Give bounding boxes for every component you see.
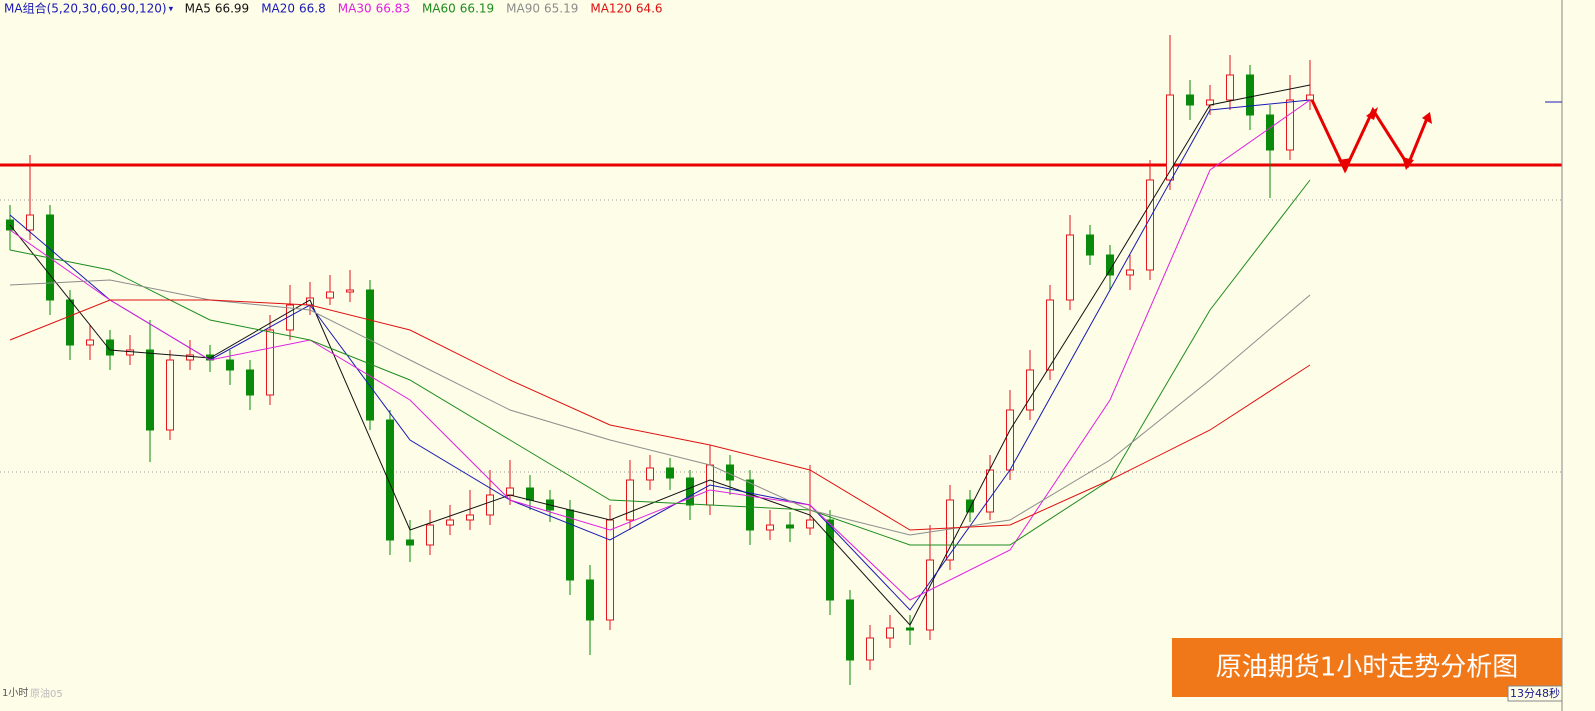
legend-name: MA5: [185, 2, 211, 16]
candle-body: [906, 627, 914, 631]
legend-value: 66.83: [376, 2, 410, 16]
candle-body: [786, 524, 794, 529]
candle-body: [606, 519, 614, 621]
candle-body: [526, 487, 534, 501]
candle-body: [626, 479, 634, 521]
arrow-head: [1338, 158, 1352, 172]
candle-body: [126, 349, 134, 356]
candle-body: [366, 289, 374, 421]
candle-body: [1286, 99, 1294, 151]
candle-body: [86, 339, 94, 346]
ma-line: [9, 299, 1311, 531]
candle-body: [806, 519, 814, 529]
candle-body: [966, 499, 974, 513]
title-box: [1172, 638, 1562, 697]
candle-body: [746, 479, 754, 531]
candle-body: [326, 291, 334, 299]
legend-name: MA120: [590, 2, 631, 16]
ma-line: [9, 279, 1311, 536]
ma-line: [9, 84, 1311, 626]
period-label: 1小时: [2, 687, 28, 699]
candle-body: [1126, 269, 1134, 276]
candle-body: [266, 329, 274, 396]
ma-line: [9, 99, 1311, 611]
countdown: 13分48秒: [1510, 686, 1560, 700]
candle-body: [446, 519, 454, 526]
candle-body: [846, 599, 854, 661]
candle-body: [166, 359, 174, 431]
candle-body: [226, 359, 234, 371]
legend-name: MA20: [261, 2, 295, 16]
candle-body: [1086, 234, 1094, 256]
ma-line: [9, 179, 1311, 546]
legend-value: 65.19: [544, 2, 578, 16]
candle-body: [1226, 74, 1234, 101]
candle-body: [1006, 409, 1014, 471]
candle-body: [566, 509, 574, 581]
candle-body: [386, 419, 394, 541]
candle-body: [1146, 179, 1154, 271]
ma-line: [9, 99, 1311, 601]
candle-body: [926, 559, 934, 631]
arrow-head: [1422, 112, 1432, 124]
candle-body: [346, 289, 354, 293]
candle-body: [506, 487, 514, 496]
candle-body: [406, 539, 414, 546]
indicator-label[interactable]: MA组合(5,20,30,60,90,120): [4, 1, 167, 16]
legend-value: 66.8: [299, 2, 326, 16]
candle-body: [1066, 234, 1074, 301]
candle-body: [26, 214, 34, 231]
candle-body: [1046, 299, 1054, 371]
candle-body: [186, 354, 194, 361]
legend-name: MA60: [422, 2, 456, 16]
candle-body: [826, 519, 834, 601]
candle-body: [1186, 94, 1194, 106]
candle-body: [1266, 114, 1274, 151]
candle-body: [666, 467, 674, 479]
candle-body: [486, 494, 494, 516]
countdown-box: [1507, 685, 1563, 702]
legend-name: MA30: [338, 2, 372, 16]
candle-body: [886, 627, 894, 639]
candle-body: [466, 514, 474, 521]
arrow-head: [1366, 107, 1378, 120]
forecast-path: [1310, 99, 1430, 174]
legend: MA组合(5,20,30,60,90,120) ▾ MA5 66.99 MA20 66.…: [4, 1, 663, 16]
legend-name: MA90: [506, 2, 540, 16]
candle-body: [106, 339, 114, 356]
candle-body: [1306, 94, 1314, 101]
candle-body: [1026, 369, 1034, 411]
candle-body: [766, 524, 774, 531]
legend-value: 66.99: [215, 2, 249, 16]
candle-body: [686, 477, 694, 506]
candle-body: [66, 299, 74, 346]
candle-body: [586, 579, 594, 621]
candle-body: [646, 467, 654, 481]
candle-body: [1246, 74, 1254, 116]
dropdown-caret: ▾: [169, 5, 174, 15]
legend-value: 66.19: [460, 2, 494, 16]
candle-body: [426, 524, 434, 546]
legend-value: 64.6: [636, 2, 663, 16]
chart-title: 原油期货1小时走势分析图: [1216, 653, 1519, 683]
symbol-label: 原油05: [30, 687, 63, 700]
arrow-head: [1402, 157, 1414, 170]
candle-body: [1166, 94, 1174, 181]
candle-body: [866, 637, 874, 661]
candle-body: [246, 369, 254, 396]
candle-body: [146, 349, 154, 431]
candle-body: [986, 469, 994, 513]
